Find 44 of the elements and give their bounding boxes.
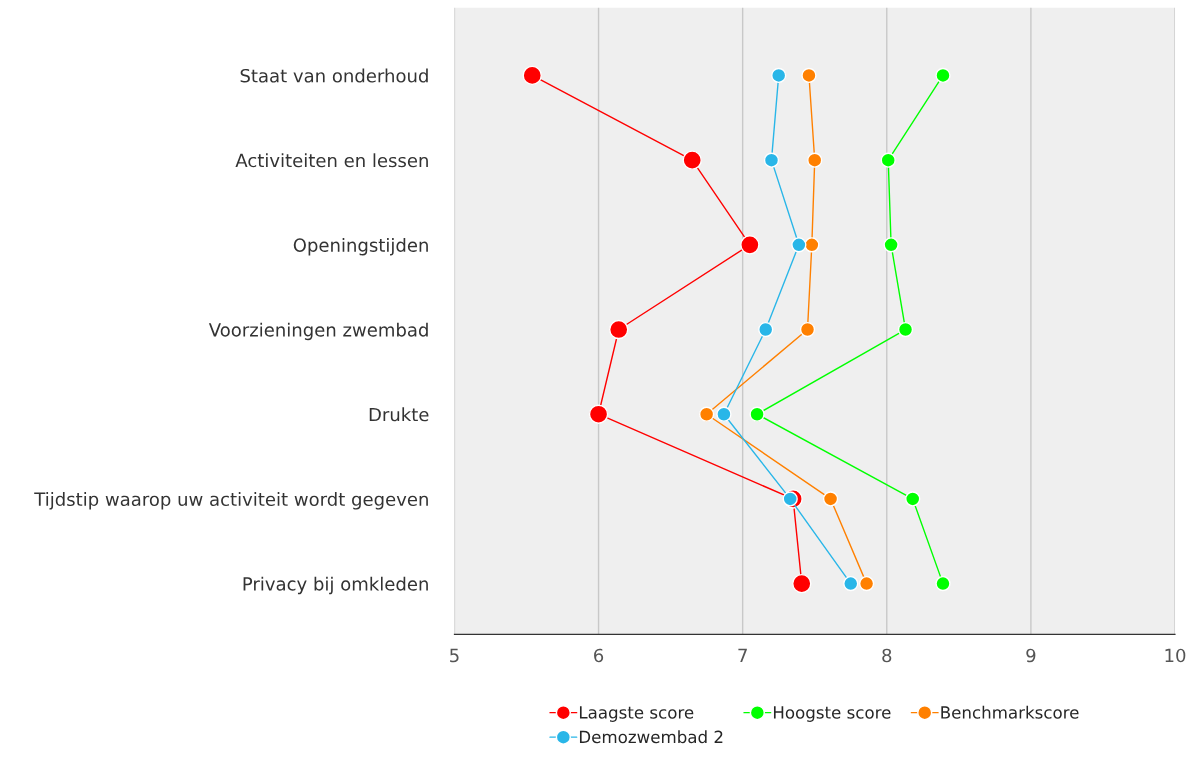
point — [807, 152, 823, 168]
x-tick-label: 9 — [1026, 648, 1036, 663]
point — [763, 152, 780, 168]
point — [935, 575, 951, 592]
point — [682, 150, 702, 170]
y-tick-label: Voorzieningen zwembad — [208, 322, 428, 341]
point — [801, 67, 817, 84]
x-tick-label: 7 — [738, 648, 747, 663]
point — [522, 65, 542, 86]
legend-label: Benchmarkscore — [941, 705, 1079, 719]
point — [897, 321, 914, 338]
point — [749, 406, 765, 422]
legend-label: Laagste score — [579, 706, 694, 722]
point — [782, 491, 798, 507]
point — [804, 237, 820, 253]
point — [883, 237, 899, 253]
point — [792, 573, 812, 594]
y-tick-label: Drukte — [369, 407, 429, 422]
point — [799, 321, 816, 338]
y-tick-label: Openingstijden — [293, 237, 428, 256]
point — [905, 491, 921, 507]
point — [858, 575, 875, 592]
point — [588, 404, 609, 424]
point — [608, 319, 629, 340]
point — [758, 321, 774, 338]
x-tick-label: 5 — [450, 648, 459, 663]
y-tick-label: Privacy bij omkleden — [243, 576, 428, 595]
point — [740, 235, 760, 255]
point — [880, 152, 896, 168]
y-tick-label: Activiteiten en lessen — [235, 153, 428, 168]
x-tick-label: 6 — [594, 648, 604, 663]
point — [771, 67, 787, 84]
x-tick-label: 8 — [882, 648, 892, 663]
point — [716, 406, 732, 422]
point — [791, 237, 807, 253]
y-tick-label: Tijdstip waarop uw activiteit wordt gegeven — [34, 492, 428, 510]
point — [935, 67, 951, 84]
legend-label: Demozwembad 2 — [579, 730, 723, 744]
x-tick-label: 10 — [1165, 648, 1186, 663]
point — [698, 406, 715, 422]
y-tick-label: Staat van onderhoud — [240, 68, 428, 83]
point — [822, 491, 839, 507]
point — [843, 575, 859, 592]
legend-label: Hoogste score — [773, 706, 891, 722]
